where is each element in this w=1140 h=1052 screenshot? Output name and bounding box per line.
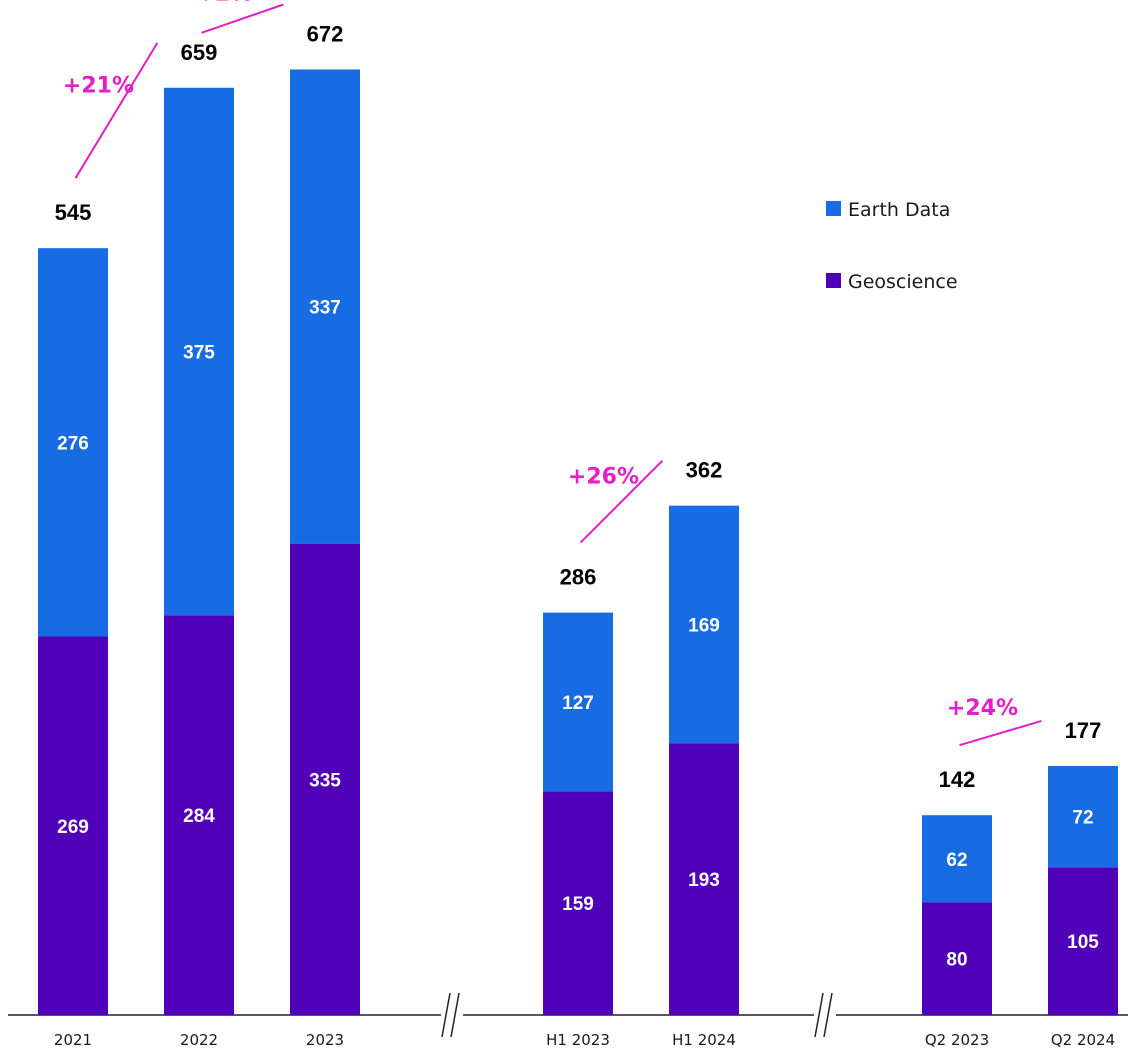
segment-value-label: 335 [309, 770, 341, 791]
segment-value-label: 276 [57, 433, 89, 454]
segment-value-label: 62 [946, 850, 967, 871]
bar-segment [543, 612, 613, 792]
bars [38, 69, 1118, 1015]
category-label: H1 2024 [672, 1031, 736, 1049]
bar-segment [1048, 765, 1118, 868]
segment-value-label: 284 [183, 806, 215, 827]
growth-label: +2% [197, 0, 253, 7]
axis-break-mark [823, 992, 833, 1038]
bar-segment [1048, 867, 1118, 1015]
bar-segment [543, 791, 613, 1015]
category-label: 2023 [306, 1031, 344, 1049]
growth-annotations: +21% +2% +26% +24% [63, 0, 1042, 747]
growth-line [74, 42, 159, 179]
growth-line [579, 459, 664, 544]
segment-value-label: 269 [57, 817, 89, 838]
total-value-label: 286 [560, 565, 597, 590]
legend-swatch [826, 273, 841, 288]
category-label: 2022 [180, 1031, 218, 1049]
bar-segment [164, 87, 234, 616]
category-label: Q2 2023 [925, 1031, 989, 1049]
axis-break-gap [814, 1012, 836, 1018]
bar-segment [922, 815, 992, 903]
bar-segment [290, 543, 360, 1015]
total-value-label: 142 [939, 767, 976, 792]
total-value-label: 362 [686, 458, 723, 483]
bar-segment [164, 615, 234, 1015]
category-label: Q2 2024 [1051, 1031, 1115, 1049]
segment-value-label: 193 [688, 870, 720, 891]
legend-label: Earth Data [848, 199, 950, 221]
bar-segment [290, 69, 360, 544]
segment-labels: 269 276 284 375 335 337 159 127 193 169 80 62 105 72 [57, 298, 1099, 971]
segment-value-label: 127 [562, 693, 594, 714]
legend-swatch [826, 201, 841, 216]
axis-break-mark [814, 992, 824, 1038]
growth-line [201, 3, 284, 34]
total-value-label: 545 [55, 200, 92, 225]
bar-segment [669, 743, 739, 1015]
total-value-label: 177 [1065, 718, 1102, 743]
category-label: H1 2023 [546, 1031, 610, 1049]
growth-line [959, 720, 1042, 747]
segment-value-label: 80 [946, 950, 967, 971]
segment-value-label: 105 [1067, 932, 1099, 953]
segment-value-label: 169 [688, 616, 720, 637]
growth-label: +21% [63, 73, 134, 98]
axis-break-mark [441, 992, 451, 1038]
total-value-label: 672 [307, 21, 344, 46]
axis-break-gap [441, 1012, 463, 1018]
legend: Earth Data Geoscience [826, 199, 958, 293]
segment-value-label: 337 [309, 298, 341, 319]
axis-break-mark [450, 992, 460, 1038]
growth-label: +24% [947, 696, 1018, 721]
category-labels: 2021 2022 2023 H1 2023 H1 2024 Q2 2023 Q2 2024 [54, 1031, 1115, 1049]
bar-segment [38, 636, 108, 1015]
bar-segment [922, 902, 992, 1015]
legend-label: Geoscience [848, 271, 958, 293]
bar-segment [669, 505, 739, 744]
total-value-label: 659 [181, 40, 218, 65]
segment-value-label: 159 [562, 894, 594, 915]
bar-segment [38, 248, 108, 637]
total-labels: 545 659 672 286 362 142 177 [55, 21, 1102, 792]
growth-label: +26% [568, 465, 639, 490]
category-label: 2021 [54, 1031, 92, 1049]
segment-value-label: 72 [1072, 808, 1093, 829]
segment-value-label: 375 [183, 343, 215, 364]
